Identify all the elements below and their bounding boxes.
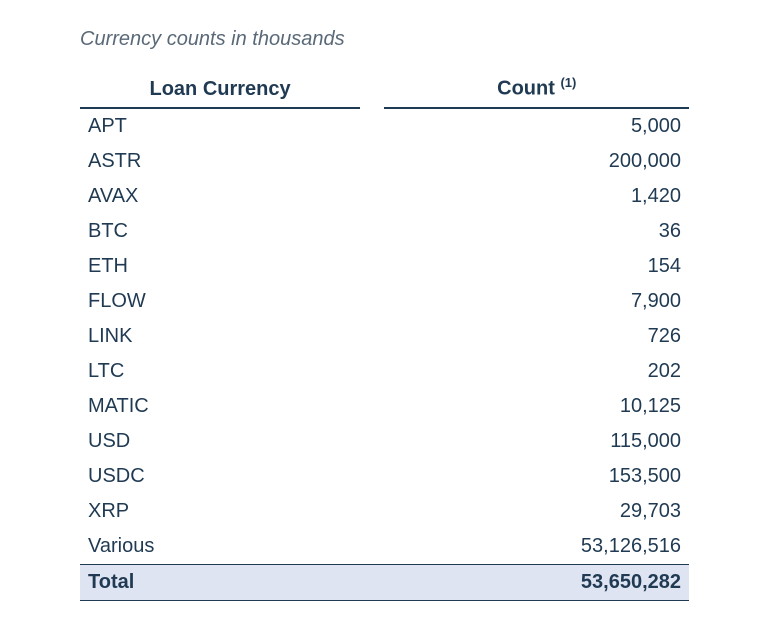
cell-gap: [360, 389, 384, 424]
cell-count: 7,900: [384, 284, 689, 319]
table-row: XRP 29,703: [80, 494, 689, 529]
cell-gap: [360, 214, 384, 249]
cell-currency: XRP: [80, 494, 360, 529]
cell-currency: USD: [80, 424, 360, 459]
cell-count: 115,000: [384, 424, 689, 459]
page: Currency counts in thousands Loan Curren…: [0, 0, 759, 634]
cell-gap: [360, 529, 384, 565]
cell-gap: [360, 564, 384, 600]
table-row: USD 115,000: [80, 424, 689, 459]
table-caption: Currency counts in thousands: [80, 28, 689, 51]
cell-count: 29,703: [384, 494, 689, 529]
cell-gap: [360, 144, 384, 179]
table-body: APT 5,000 ASTR 200,000 AVAX 1,420 BTC 36 ETH…: [80, 108, 689, 601]
cell-currency: Various: [80, 529, 360, 565]
table-row: Various 53,126,516: [80, 529, 689, 565]
count-footnote-ref: (1): [560, 75, 576, 90]
cell-currency: LTC: [80, 354, 360, 389]
cell-currency: FLOW: [80, 284, 360, 319]
cell-currency: LINK: [80, 319, 360, 354]
cell-gap: [360, 354, 384, 389]
cell-gap: [360, 319, 384, 354]
header-row: Loan Currency Count (1): [80, 69, 689, 108]
table-row: BTC 36: [80, 214, 689, 249]
cell-count: 726: [384, 319, 689, 354]
total-count: 53,650,282: [384, 564, 689, 600]
cell-gap: [360, 179, 384, 214]
count-label: Count: [497, 78, 555, 100]
total-row: Total 53,650,282: [80, 564, 689, 600]
cell-currency: AVAX: [80, 179, 360, 214]
cell-currency: MATIC: [80, 389, 360, 424]
table-row: ETH 154: [80, 249, 689, 284]
cell-gap: [360, 249, 384, 284]
cell-gap: [360, 284, 384, 319]
cell-count: 5,000: [384, 108, 689, 144]
cell-gap: [360, 108, 384, 144]
col-header-currency: Loan Currency: [80, 69, 360, 108]
cell-currency: USDC: [80, 459, 360, 494]
cell-count: 1,420: [384, 179, 689, 214]
table-row: ASTR 200,000: [80, 144, 689, 179]
table-row: AVAX 1,420: [80, 179, 689, 214]
table-row: USDC 153,500: [80, 459, 689, 494]
table-row: LTC 202: [80, 354, 689, 389]
cell-count: 53,126,516: [384, 529, 689, 565]
total-label: Total: [80, 564, 360, 600]
table-row: LINK 726: [80, 319, 689, 354]
cell-currency: ETH: [80, 249, 360, 284]
currency-table: Loan Currency Count (1) APT 5,000 ASTR 200…: [80, 69, 689, 601]
cell-count: 10,125: [384, 389, 689, 424]
col-header-count: Count (1): [384, 69, 689, 108]
col-gap: [360, 69, 384, 108]
cell-count: 153,500: [384, 459, 689, 494]
cell-currency: APT: [80, 108, 360, 144]
cell-gap: [360, 494, 384, 529]
table-row: FLOW 7,900: [80, 284, 689, 319]
table-row: APT 5,000: [80, 108, 689, 144]
table-row: MATIC 10,125: [80, 389, 689, 424]
cell-gap: [360, 459, 384, 494]
cell-currency: BTC: [80, 214, 360, 249]
cell-gap: [360, 424, 384, 459]
cell-currency: ASTR: [80, 144, 360, 179]
cell-count: 154: [384, 249, 689, 284]
cell-count: 36: [384, 214, 689, 249]
cell-count: 202: [384, 354, 689, 389]
cell-count: 200,000: [384, 144, 689, 179]
